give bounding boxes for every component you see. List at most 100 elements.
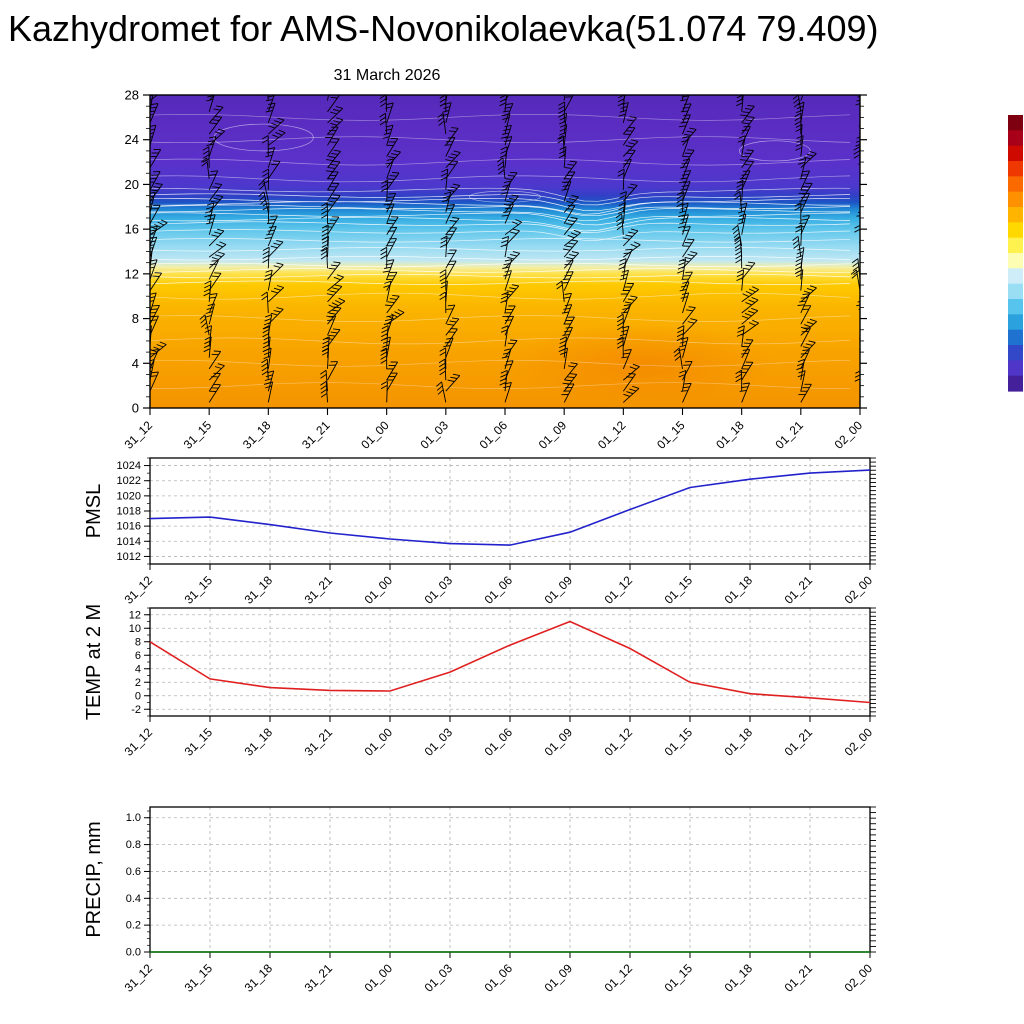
x-tick-label: 01_03	[422, 725, 456, 759]
cross-section-panel: 31 March 2026 0 4 8 12 16 20 24 28 31_12 31_15 31_1…	[122, 67, 867, 452]
x-tick-label: 01_00	[362, 725, 396, 759]
x-tick-label: 01_21	[772, 418, 806, 452]
y-tick-label: 4	[135, 663, 141, 675]
contour-line	[150, 268, 851, 273]
y-tick-label: 8	[132, 311, 139, 326]
y-tick-label: 0	[135, 690, 141, 702]
y-tick-label: 0.4	[126, 893, 141, 905]
y-tick-label: 1.0	[126, 812, 141, 824]
x-tick-label: 01_03	[417, 418, 451, 452]
chart-date-title: 31 March 2026	[334, 67, 441, 84]
y-tick-label: 12	[129, 609, 141, 621]
precip-panel-axis-title: PRECIP, mm	[83, 821, 105, 937]
contour-line	[150, 175, 851, 183]
x-tick-label: 02_00	[842, 573, 876, 607]
y-tick-label: 1020	[117, 490, 141, 502]
contour-loop	[469, 190, 541, 203]
precip-panel: 0.0 0.2 0.4 0.6 0.8 1.0 31_12 31_15 31_18 31_21 01…	[83, 806, 876, 995]
contour-line	[150, 212, 851, 226]
x-tick-label: 01_12	[602, 961, 636, 995]
x-tick-label: 31_21	[302, 961, 336, 995]
y-tick-label: 0.8	[126, 839, 141, 851]
temp-panel-axis-title: TEMP at 2 M	[83, 604, 105, 720]
contour-line	[150, 221, 851, 233]
x-tick-label: 02_00	[842, 961, 876, 995]
x-tick-label: 02_00	[832, 418, 866, 452]
x-tick-label: 01_12	[602, 725, 636, 759]
contour-line	[150, 273, 851, 279]
contour-line	[150, 256, 851, 261]
x-tick-label: 31_12	[122, 573, 156, 607]
y-tick-label: 0.6	[126, 866, 141, 878]
x-tick-label: 31_15	[182, 961, 216, 995]
contour-line	[150, 262, 851, 268]
colorbar	[1008, 115, 1023, 392]
contour-line	[150, 280, 851, 285]
pmsl-panel-line	[149, 469, 871, 546]
x-tick-label: 01_06	[482, 961, 516, 995]
y-tick-label: 0	[132, 401, 139, 416]
contour-line	[150, 247, 851, 252]
y-tick-label: 8	[135, 636, 141, 648]
x-tick-label: 31_18	[242, 961, 276, 995]
pmsl-panel: 1012 1014 1016 1018 1020 1022 1024 31_12 31_15 31…	[83, 457, 876, 607]
y-tick-label: -2	[131, 704, 141, 716]
temp-panel: -2 02 46 810 12 31_12 31_15 31_18 31_21 01_00 01_0…	[83, 604, 876, 759]
x-tick-label: 31_18	[242, 573, 276, 607]
contour-line	[150, 197, 850, 212]
contour-line	[150, 315, 851, 322]
x-tick-label: 01_12	[595, 418, 629, 452]
x-tick-label: 01_06	[482, 573, 516, 607]
x-tick-label: 31_21	[302, 573, 336, 607]
x-tick-label: 31_21	[302, 725, 336, 759]
temp-panel-line	[149, 620, 871, 704]
contour-line	[150, 114, 851, 121]
x-tick-label: 01_09	[536, 418, 570, 452]
y-tick-label: 1018	[117, 506, 141, 518]
y-tick-label: 28	[125, 88, 139, 103]
warm-pocket	[506, 323, 777, 404]
x-tick-label: 01_18	[722, 961, 756, 995]
x-tick-label: 01_12	[602, 573, 636, 607]
contour-line	[150, 207, 850, 222]
x-tick-label: 01_15	[654, 418, 688, 452]
x-tick-label: 31_15	[182, 573, 216, 607]
x-tick-label: 01_00	[358, 418, 392, 452]
y-tick-label: 4	[132, 356, 139, 371]
y-tick-label: 1024	[117, 460, 141, 472]
y-tick-label: 0.2	[126, 920, 141, 932]
x-tick-label: 02_00	[842, 725, 876, 759]
y-tick-label: 2	[135, 677, 141, 689]
y-tick-label: 16	[125, 222, 139, 237]
contour-line	[150, 238, 851, 243]
x-tick-label: 01_18	[722, 725, 756, 759]
x-tick-label: 01_21	[782, 573, 816, 607]
x-tick-label: 31_12	[122, 418, 156, 452]
contour-line	[150, 229, 851, 241]
x-tick-label: 01_21	[782, 961, 816, 995]
y-tick-label: 1014	[117, 536, 141, 548]
x-tick-label: 01_06	[482, 725, 516, 759]
contour-loop	[738, 140, 811, 162]
x-tick-label: 01_15	[662, 961, 696, 995]
x-tick-label: 01_18	[713, 418, 747, 452]
x-tick-label: 01_09	[542, 725, 576, 759]
y-tick-label: 10	[129, 623, 141, 635]
x-tick-label: 31_18	[242, 725, 276, 759]
contour-line	[150, 216, 851, 232]
x-tick-label: 01_03	[422, 573, 456, 607]
x-tick-label: 01_09	[542, 961, 576, 995]
y-tick-label: 1022	[117, 475, 141, 487]
x-tick-label: 01_15	[662, 725, 696, 759]
y-tick-label: 1016	[117, 521, 141, 533]
x-tick-label: 01_06	[477, 418, 511, 452]
x-tick-label: 01_15	[662, 573, 696, 607]
contour-line	[150, 187, 851, 202]
x-tick-label: 31_12	[122, 961, 156, 995]
x-tick-label: 31_18	[240, 418, 274, 452]
y-tick-label: 1012	[117, 551, 141, 563]
y-tick-label: 24	[125, 132, 139, 147]
x-tick-label: 01_03	[422, 961, 456, 995]
